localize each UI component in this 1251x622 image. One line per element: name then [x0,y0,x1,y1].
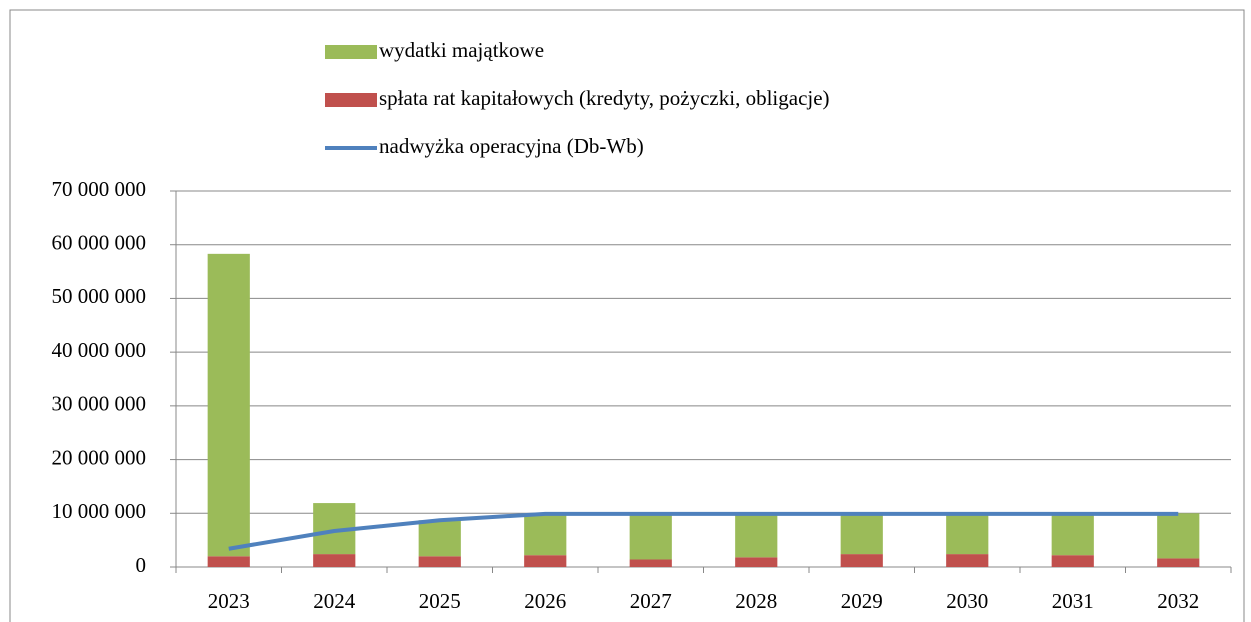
bar [524,555,567,567]
bar [418,520,461,557]
y-tick-label: 50 000 000 [52,284,147,308]
y-tick-label: 10 000 000 [52,499,147,523]
y-tick-label: 60 000 000 [52,231,147,255]
bar [524,513,567,556]
x-tick-label: 2032 [1157,589,1199,613]
x-tick-label: 2023 [208,589,250,613]
bar [629,559,672,567]
bar [735,557,778,567]
bar [840,554,883,567]
bar [207,556,250,567]
y-tick-label: 70 000 000 [52,177,147,201]
bar [946,513,989,555]
y-tick-label: 20 000 000 [52,445,147,469]
legend-swatch [325,45,377,59]
legend-swatch [325,93,377,107]
x-tick-label: 2031 [1052,589,1094,613]
x-tick-label: 2024 [313,589,356,613]
x-tick-label: 2030 [946,589,988,613]
bar [1157,513,1200,559]
bar [1157,558,1200,567]
y-tick-label: 30 000 000 [52,392,147,416]
bar [207,253,250,557]
bar [629,513,672,560]
bar [1051,513,1094,556]
bar [313,554,356,567]
x-tick-label: 2029 [841,589,883,613]
bar [946,554,989,567]
legend-label: spłata rat kapitałowych (kredyty, pożycz… [379,86,830,110]
bar [840,513,883,555]
bar [1051,555,1094,567]
x-tick-label: 2028 [735,589,777,613]
legend-label: nadwyżka operacyjna (Db-Wb) [379,134,644,158]
x-tick-label: 2025 [419,589,461,613]
legend-label: wydatki majątkowe [379,38,544,62]
bar [418,556,461,567]
bar [735,513,778,558]
y-tick-label: 0 [136,553,147,577]
chart-frame [9,9,1245,622]
x-tick-label: 2026 [524,589,566,613]
x-tick-label: 2027 [630,589,672,613]
y-tick-label: 40 000 000 [52,338,147,362]
line [228,511,1179,551]
